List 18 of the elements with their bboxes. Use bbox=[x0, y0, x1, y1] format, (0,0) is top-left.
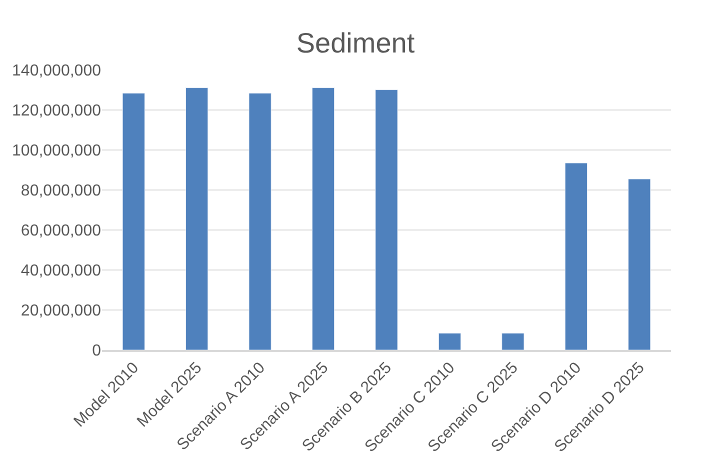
y-tick-label: 0 bbox=[92, 342, 102, 360]
chart-title: Sediment bbox=[296, 27, 415, 58]
y-tick-label: 20,000,000 bbox=[20, 302, 102, 320]
bar bbox=[628, 178, 651, 350]
y-tick-label: 60,000,000 bbox=[20, 222, 102, 240]
bar bbox=[312, 88, 335, 350]
bar bbox=[502, 332, 524, 350]
bar bbox=[375, 90, 398, 350]
y-tick-label: 80,000,000 bbox=[20, 182, 102, 200]
y-tick-label: 100,000,000 bbox=[12, 142, 102, 160]
bar bbox=[564, 162, 588, 350]
y-tick-label: 120,000,000 bbox=[12, 102, 102, 120]
y-tick-label: 140,000,000 bbox=[12, 62, 102, 80]
bar bbox=[186, 88, 208, 350]
bar bbox=[248, 92, 272, 350]
bar bbox=[122, 92, 145, 350]
bar bbox=[438, 332, 462, 350]
y-tick-label: 40,000,000 bbox=[20, 262, 102, 280]
